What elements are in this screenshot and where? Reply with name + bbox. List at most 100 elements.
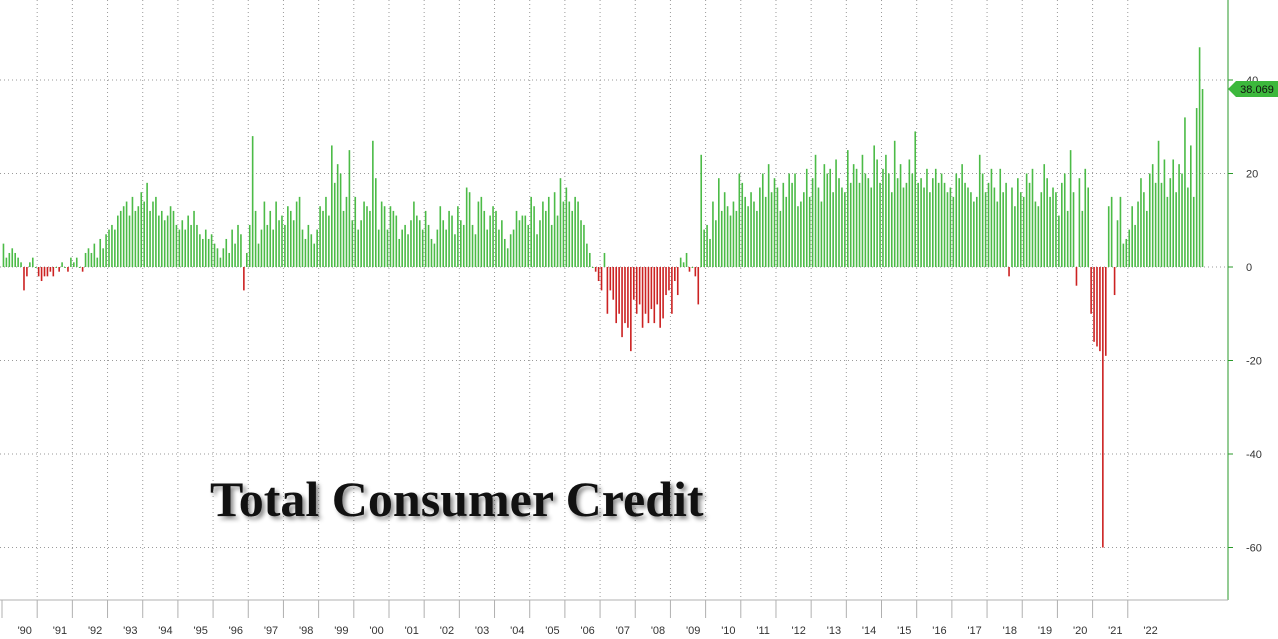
bar [844, 192, 846, 267]
bar [122, 206, 125, 267]
bar [1058, 215, 1060, 267]
bar [319, 206, 321, 267]
x-tick-label: '22 [1143, 625, 1157, 637]
bar [1043, 164, 1046, 267]
bar [744, 196, 746, 268]
bar [93, 243, 96, 268]
bar [392, 210, 395, 267]
bar [849, 182, 852, 267]
x-tick-label: '09 [686, 625, 700, 637]
bar [37, 267, 40, 277]
bar [23, 267, 25, 291]
bar [621, 267, 623, 338]
y-tick-label: -60 [1246, 543, 1262, 555]
bar [75, 257, 78, 267]
bar [1192, 196, 1195, 268]
bar [946, 192, 949, 267]
bar [1028, 182, 1031, 267]
bar [726, 206, 729, 267]
bar [1017, 178, 1019, 267]
bar [325, 196, 327, 268]
bar [583, 224, 585, 267]
bar [1066, 210, 1069, 267]
bar [149, 210, 151, 267]
bar [1175, 192, 1177, 267]
bar [503, 238, 506, 267]
bar [433, 243, 436, 268]
bar [926, 168, 928, 267]
bar [756, 210, 758, 267]
bar [407, 234, 409, 267]
bar [8, 252, 11, 267]
bar [955, 173, 958, 267]
bar [193, 210, 195, 267]
bar [301, 229, 304, 267]
bar [67, 267, 69, 272]
bar [172, 210, 175, 267]
bar [125, 201, 128, 267]
bar [562, 201, 565, 267]
bar [1104, 267, 1107, 356]
bar [34, 267, 37, 268]
bar [943, 182, 946, 267]
bar [357, 229, 360, 267]
bar [533, 206, 535, 267]
bar [1137, 201, 1139, 267]
bar [495, 210, 497, 267]
bar [213, 243, 216, 268]
bar [468, 192, 471, 267]
bar [961, 164, 963, 267]
bar [586, 243, 588, 268]
bar [20, 262, 22, 267]
bar [952, 196, 955, 268]
bar [855, 168, 858, 267]
bar [1160, 182, 1163, 267]
bar [750, 192, 752, 267]
bar [515, 210, 518, 267]
bar [609, 267, 612, 291]
bar [1037, 206, 1040, 267]
bar [117, 215, 119, 267]
bar [882, 168, 884, 267]
bar [40, 267, 43, 282]
bar [219, 257, 222, 267]
bar [471, 224, 474, 267]
bar [1034, 201, 1037, 267]
bar [413, 201, 415, 267]
bar [143, 201, 145, 267]
bar [712, 201, 714, 267]
bar [254, 210, 257, 267]
bar [1166, 196, 1169, 268]
bar [1128, 229, 1131, 267]
bar [307, 224, 310, 267]
bar [940, 173, 943, 267]
bar [970, 192, 972, 267]
bar [993, 187, 996, 267]
x-tick-label: '99 [334, 625, 348, 637]
x-tick-label: '08 [651, 625, 665, 637]
bar [776, 187, 779, 267]
bar [228, 252, 231, 267]
bar [46, 267, 49, 277]
bar [190, 224, 192, 267]
bar [292, 220, 295, 267]
bar [556, 215, 559, 267]
bar [424, 210, 427, 267]
bar [90, 252, 93, 267]
bar [823, 164, 826, 267]
bar [770, 192, 773, 267]
bar [735, 210, 738, 267]
x-tick-label: '21 [1108, 625, 1122, 637]
x-tick-label: '95 [193, 625, 207, 637]
bar [838, 178, 840, 267]
bar [542, 201, 544, 267]
bar [785, 196, 788, 268]
bar [216, 248, 219, 267]
x-tick-label: '06 [580, 625, 594, 637]
bar [846, 150, 849, 268]
bar [662, 267, 664, 319]
bar [1181, 173, 1183, 267]
bar [427, 224, 430, 267]
bar [937, 182, 940, 267]
